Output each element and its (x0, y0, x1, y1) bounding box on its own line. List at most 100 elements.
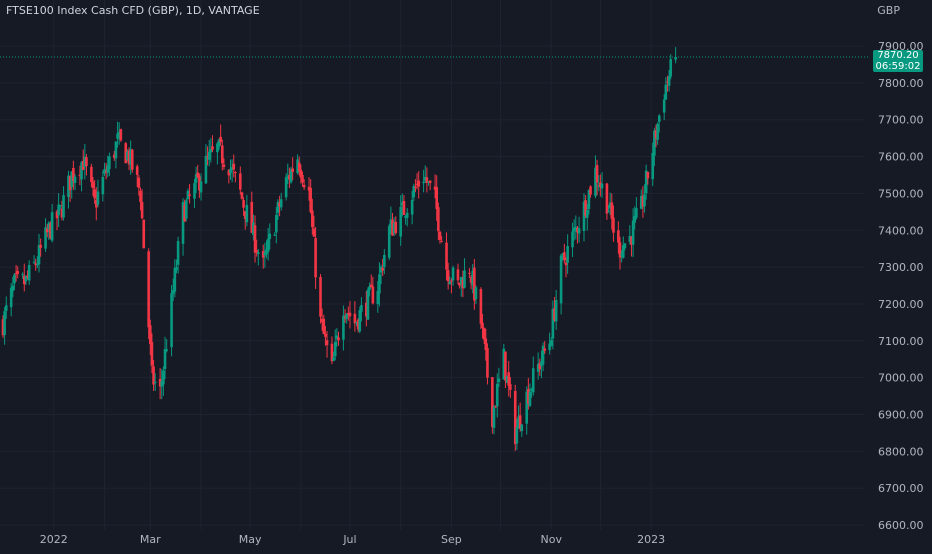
candle-body (576, 227, 579, 233)
currency-label: GBP (877, 4, 900, 17)
candle (170, 285, 173, 357)
candle (24, 275, 28, 285)
candle-body (175, 267, 178, 271)
candle-body (494, 406, 497, 408)
candle (531, 356, 535, 396)
candle-body (574, 226, 578, 230)
candle (646, 171, 650, 185)
candle (438, 230, 442, 244)
candle (311, 198, 314, 235)
candle (554, 289, 558, 330)
candle (635, 197, 638, 220)
candle-body (639, 195, 643, 209)
candle (104, 162, 108, 180)
candle (548, 332, 551, 355)
time-axis[interactable]: 2022 Mar May Jul Sep Nov 2023 (40, 533, 665, 546)
candle (129, 140, 132, 175)
candle (73, 174, 77, 191)
candle-body (482, 327, 486, 340)
candle (229, 159, 232, 180)
candle-body (324, 333, 327, 337)
candle-body (194, 174, 198, 183)
candle (379, 264, 383, 285)
candle-body (561, 254, 565, 256)
candle-body (353, 313, 357, 324)
candle-body (401, 202, 404, 206)
candle (286, 163, 290, 185)
candle-body (360, 305, 363, 312)
candle (4, 296, 8, 320)
candle-body (1, 319, 5, 336)
candle (245, 195, 249, 227)
candle-body (278, 202, 281, 207)
candle (296, 154, 299, 175)
candle (564, 257, 568, 278)
price-tick-label: 6900.00 (878, 409, 924, 422)
candle (345, 312, 348, 324)
candle (643, 184, 646, 213)
candle-body (219, 136, 222, 143)
candle-body (129, 149, 132, 165)
candle-body (325, 340, 329, 346)
candle-body (669, 59, 673, 77)
candle-body (171, 289, 175, 294)
candle-body (152, 366, 155, 385)
price-tick-label: 7500.00 (878, 187, 924, 200)
candle-body (11, 285, 15, 292)
candle-body (559, 255, 563, 304)
candle (507, 360, 511, 397)
candle (209, 138, 213, 163)
candle (621, 236, 625, 259)
candle-body (365, 302, 368, 317)
candle (515, 419, 519, 450)
price-tick-label: 6700.00 (878, 482, 924, 495)
candle-body (479, 289, 483, 324)
candle-body (587, 189, 591, 210)
candle-body (505, 375, 509, 383)
candle (70, 171, 74, 199)
candle (605, 182, 609, 220)
candle-body (427, 181, 430, 183)
candle (366, 287, 370, 321)
candle (206, 146, 209, 166)
candle (16, 266, 20, 279)
candle-body (263, 252, 267, 256)
candle (474, 285, 478, 304)
candle (587, 189, 591, 215)
candle-body (296, 159, 299, 174)
candle-body (44, 227, 47, 249)
candle-body (446, 270, 450, 282)
candle (445, 232, 448, 281)
candle (160, 369, 164, 400)
candle (401, 193, 404, 217)
candle-body (135, 166, 139, 175)
price-tick-label: 7200.00 (878, 298, 924, 311)
candle-body (222, 164, 226, 167)
candle-body (492, 406, 496, 428)
candle-body (541, 345, 545, 365)
candle (255, 239, 258, 257)
candle (198, 173, 201, 198)
candle (253, 215, 257, 263)
candle-body (58, 205, 62, 207)
candle (669, 54, 673, 80)
candle-body (437, 207, 440, 232)
time-tick-label: Mar (140, 533, 161, 546)
candle (158, 368, 162, 400)
candle (348, 301, 352, 329)
candle-body (459, 277, 463, 285)
candle-body (495, 383, 499, 407)
candle-body (209, 149, 213, 153)
candle-body (469, 277, 473, 283)
candle-body (399, 206, 402, 237)
price-axis[interactable]: 7900.00 7800.00 7700.00 7600.00 7500.00 7400.… (878, 40, 924, 532)
candle-body (266, 238, 270, 253)
candle-body (268, 233, 272, 240)
price-tick-label: 6800.00 (878, 445, 924, 458)
candle (139, 187, 142, 211)
candle-body (564, 263, 568, 266)
candle (414, 179, 417, 193)
candle-body (47, 222, 51, 230)
